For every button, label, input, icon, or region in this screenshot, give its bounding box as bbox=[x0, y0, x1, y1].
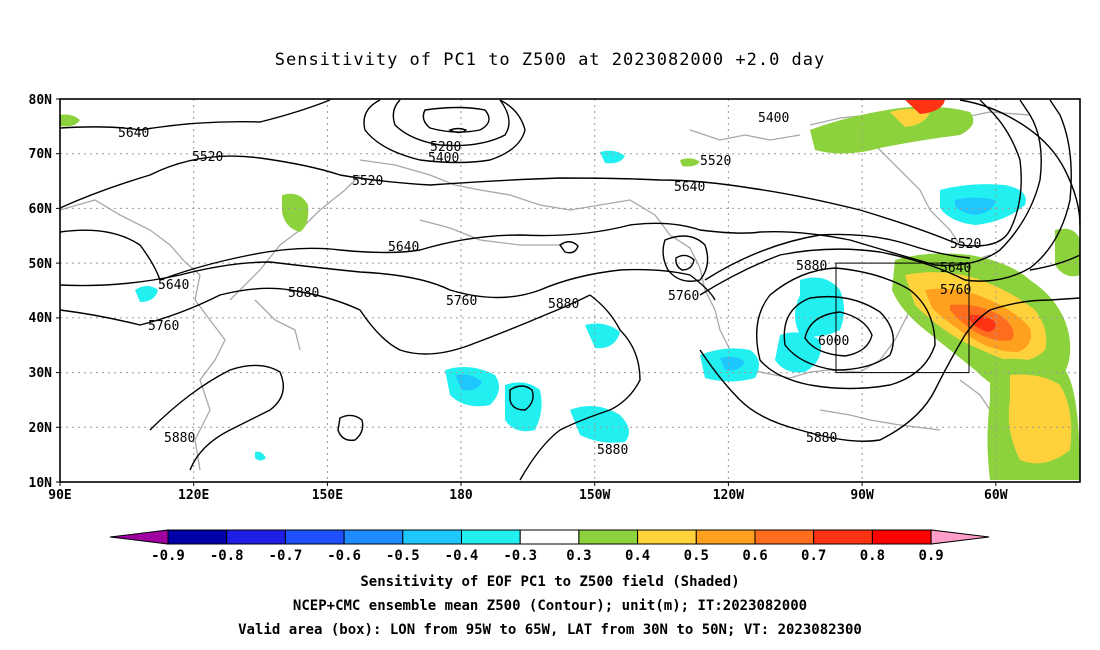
contour-label: 5400 bbox=[428, 151, 459, 166]
contour-label: 5760 bbox=[446, 294, 477, 309]
contour-label: 5520 bbox=[352, 174, 383, 189]
colorbar-box bbox=[402, 529, 462, 545]
lat-label: 20N bbox=[29, 421, 53, 436]
lat-label: 60N bbox=[29, 202, 53, 217]
contour-label: 5640 bbox=[118, 126, 149, 141]
colorbar-label: -0.8 bbox=[210, 548, 244, 564]
valid-area-box bbox=[835, 262, 970, 374]
colorbar-box bbox=[226, 529, 286, 545]
contour-label: 5880 bbox=[796, 259, 827, 274]
grid-lines bbox=[60, 99, 1080, 482]
lon-label: 120W bbox=[713, 488, 744, 503]
map-panel: 5640 5520 5280 5400 5520 5400 5520 5640 … bbox=[59, 98, 1081, 483]
z500-contours bbox=[59, 99, 1081, 481]
lat-axis: 80N 70N 60N 50N 40N 30N 20N 10N bbox=[29, 93, 60, 491]
contour-label: 5280 bbox=[430, 140, 461, 155]
colorbar-box bbox=[754, 529, 815, 545]
lat-label: 30N bbox=[29, 366, 53, 381]
footer-line-1: Sensitivity of EOF PC1 to Z500 field (Sh… bbox=[360, 574, 740, 590]
colorbar-label: 0.9 bbox=[918, 548, 943, 564]
lon-label: 60W bbox=[984, 488, 1008, 503]
map-title: Sensitivity of PC1 to Z500 at 2023082000… bbox=[274, 50, 826, 70]
colorbar-box bbox=[284, 529, 345, 545]
lon-label: 90W bbox=[850, 488, 874, 503]
colorbar-label: -0.4 bbox=[445, 548, 479, 564]
contour-label: 5640 bbox=[388, 240, 419, 255]
lon-label: 150W bbox=[579, 488, 610, 503]
contour-label: 6000 bbox=[818, 334, 849, 349]
contour-label: 5640 bbox=[674, 180, 705, 195]
contour-label: 5520 bbox=[950, 237, 981, 252]
contour-label: 5880 bbox=[164, 431, 195, 446]
contour-label: 5880 bbox=[548, 297, 579, 312]
contour-label: 5760 bbox=[940, 283, 971, 298]
contour-label: 5880 bbox=[597, 443, 628, 458]
colorbar-left-arrow bbox=[109, 529, 169, 545]
colorbar-label: -0.5 bbox=[386, 548, 420, 564]
colorbar-box bbox=[343, 529, 404, 545]
colorbar-label: -0.3 bbox=[503, 548, 537, 564]
contour-label: 5400 bbox=[758, 111, 789, 126]
colorbar-box bbox=[871, 529, 932, 545]
contour-labels: 5640 5520 5280 5400 5520 5400 5520 5640 … bbox=[118, 111, 981, 458]
colorbar-label: 0.4 bbox=[625, 548, 650, 564]
lat-label: 80N bbox=[29, 93, 53, 108]
colorbar-label: 0.7 bbox=[801, 548, 826, 564]
colorbar-box bbox=[813, 529, 873, 545]
lat-label: 10N bbox=[29, 476, 53, 491]
map-border bbox=[59, 98, 1081, 483]
colorbar-label: 0.6 bbox=[742, 548, 767, 564]
contour-label: 5760 bbox=[668, 289, 699, 304]
lat-label: 50N bbox=[29, 257, 53, 272]
lat-label: 70N bbox=[29, 147, 53, 162]
colorbar-box bbox=[167, 529, 228, 545]
colorbar-right-arrow bbox=[930, 529, 990, 545]
colorbar-box bbox=[637, 529, 697, 545]
contour-label: 5640 bbox=[158, 278, 189, 293]
colorbar-label: 0.5 bbox=[684, 548, 709, 564]
contour-label: 5520 bbox=[192, 150, 223, 165]
colorbar-label: 0.8 bbox=[860, 548, 885, 564]
lon-label: 90E bbox=[48, 488, 71, 503]
colorbar-box bbox=[695, 529, 756, 545]
lon-label: 180 bbox=[449, 488, 473, 503]
contour-label: 5520 bbox=[700, 154, 731, 169]
contour-label: 5880 bbox=[806, 431, 837, 446]
contour-label: 5640 bbox=[940, 261, 971, 276]
colorbar-label: -0.6 bbox=[327, 548, 361, 564]
footer-line-2: NCEP+CMC ensemble mean Z500 (Contour); u… bbox=[292, 598, 808, 614]
lon-label: 150E bbox=[312, 488, 343, 503]
lon-label: 120E bbox=[178, 488, 209, 503]
contour-label: 5880 bbox=[288, 286, 319, 301]
lon-axis: 90E 120E 150E 180 150W 120W 90W 60W bbox=[48, 482, 1008, 503]
footer-line-3: Valid area (box): LON from 95W to 65W, L… bbox=[238, 622, 862, 638]
colorbar-box bbox=[578, 529, 639, 545]
colorbar-label: -0.9 bbox=[151, 548, 185, 564]
colorbar-box bbox=[461, 529, 521, 545]
colorbar-label: -0.7 bbox=[269, 548, 303, 564]
lat-label: 40N bbox=[29, 311, 53, 326]
colorbar-label: 0.3 bbox=[566, 548, 591, 564]
colorbar: -0.9 -0.8 -0.7 -0.6 -0.5 -0.4 -0.3 0.3 0.4 0.5 0.6… bbox=[109, 529, 990, 564]
colorbar-box bbox=[519, 529, 580, 545]
contour-label: 5760 bbox=[148, 319, 179, 334]
